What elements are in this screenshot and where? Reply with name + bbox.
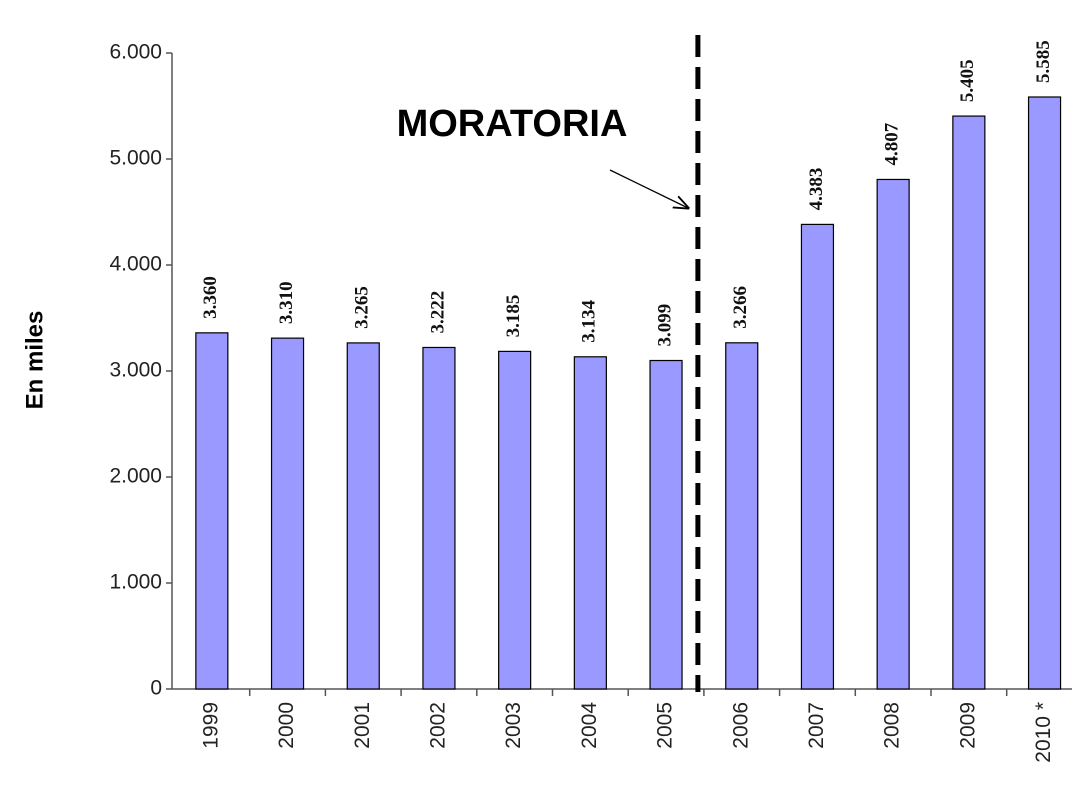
x-tick-label: 2006 — [729, 702, 752, 749]
bar — [952, 115, 986, 690]
bar — [1027, 96, 1062, 690]
bar — [725, 342, 759, 690]
bar — [573, 356, 607, 690]
x-tick-label: 2008 — [881, 702, 904, 749]
value-label: 4.383 — [806, 168, 827, 211]
bar — [195, 332, 229, 690]
y-tick-label: 2.000 — [109, 465, 162, 488]
value-label: 3.265 — [352, 286, 373, 329]
x-tick-label: 2010 * — [1032, 702, 1055, 763]
x-tick-label: 2007 — [805, 702, 828, 749]
bar — [346, 342, 380, 690]
x-tick-label: 2000 — [275, 702, 298, 749]
bar — [649, 359, 683, 690]
x-tick-label: 1999 — [199, 702, 222, 749]
value-label: 3.310 — [276, 281, 297, 324]
value-label: 5.405 — [957, 59, 978, 102]
y-axis-label: En miles — [21, 311, 48, 410]
x-tick-label: 2009 — [956, 702, 979, 749]
x-tick-label: 2001 — [351, 702, 374, 749]
value-label: 4.807 — [882, 122, 903, 165]
x-tick-label: 2004 — [578, 702, 601, 749]
y-tick-label: 4.000 — [109, 253, 162, 276]
y-tick-label: 1.000 — [109, 571, 162, 594]
y-tick-label: 6.000 — [109, 41, 162, 64]
annotation: MORATORIA — [397, 103, 628, 145]
value-label: 3.134 — [579, 300, 600, 343]
value-label: 5.585 — [1033, 40, 1054, 83]
y-tick-label: 0 — [150, 677, 162, 700]
bar — [800, 223, 835, 690]
value-label: 3.185 — [503, 295, 524, 338]
bar — [422, 346, 456, 690]
x-tick-label: 2002 — [426, 702, 449, 749]
bar — [876, 178, 910, 690]
value-label: 3.360 — [200, 276, 221, 319]
annotation-arrow — [609, 169, 688, 208]
bar — [498, 350, 532, 690]
bar — [270, 337, 305, 690]
value-label: 3.099 — [654, 304, 675, 347]
y-tick-label: 3.000 — [109, 359, 162, 382]
value-label: 3.266 — [730, 286, 751, 329]
y-tick-label: 5.000 — [109, 147, 162, 170]
x-tick-label: 2003 — [502, 702, 525, 749]
x-tick-label: 2005 — [654, 702, 677, 749]
value-label: 3.222 — [427, 291, 448, 334]
